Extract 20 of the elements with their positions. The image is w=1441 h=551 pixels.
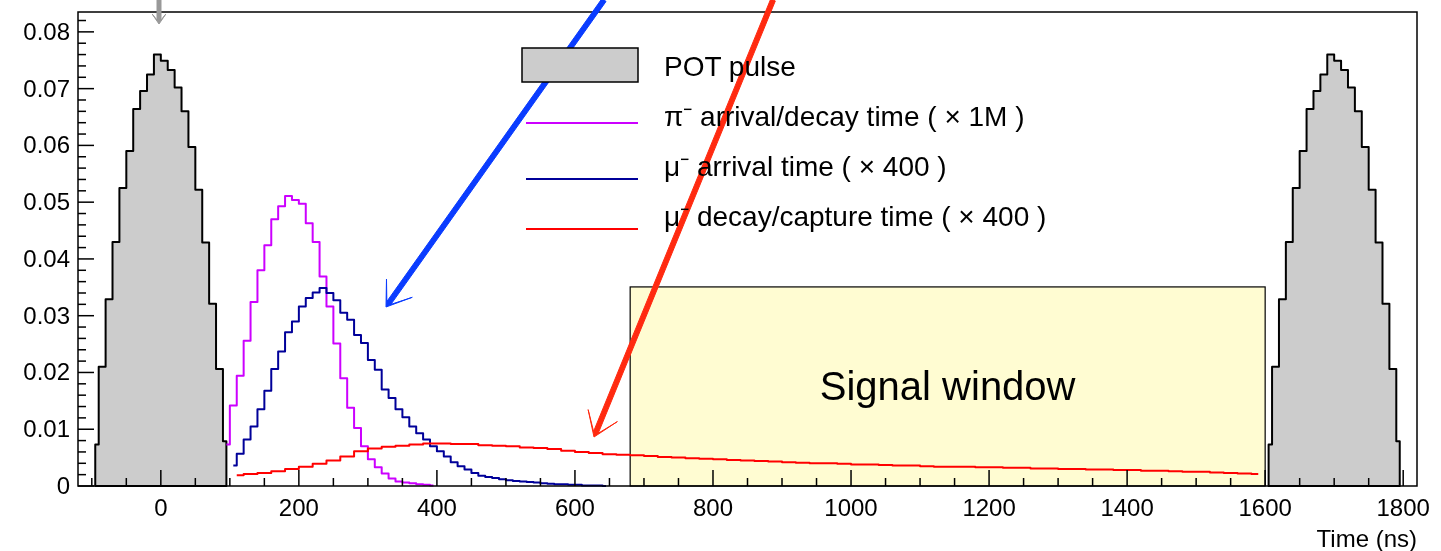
x-tick-label: 1800	[1376, 494, 1430, 521]
x-tick-label: 1000	[824, 494, 878, 521]
x-tick-label: 600	[554, 494, 595, 521]
y-tick-label: 0.04	[23, 244, 70, 272]
x-tick-label: 1600	[1238, 494, 1292, 521]
y-tick-label: 0.06	[23, 131, 70, 159]
x-tick-label: 400	[416, 494, 457, 521]
x-tick-label: 200	[278, 494, 319, 521]
y-tick-label: 0.02	[23, 358, 70, 386]
y-tick-label: 0	[56, 472, 70, 499]
y-tick-label: 0.07	[23, 74, 70, 102]
x-tick-label: 1200	[962, 494, 1016, 521]
y-tick-label: 0.08	[23, 17, 70, 45]
x-tick-label: 0	[154, 494, 168, 521]
band-label: Signal window	[819, 364, 1076, 409]
y-tick-label: 0.05	[23, 188, 70, 216]
x-tick-label: 1400	[1100, 494, 1154, 521]
y-tick-label: 0.01	[23, 415, 70, 443]
x-tick-label: 800	[692, 494, 734, 521]
y-tick-label: 0.03	[23, 301, 70, 329]
